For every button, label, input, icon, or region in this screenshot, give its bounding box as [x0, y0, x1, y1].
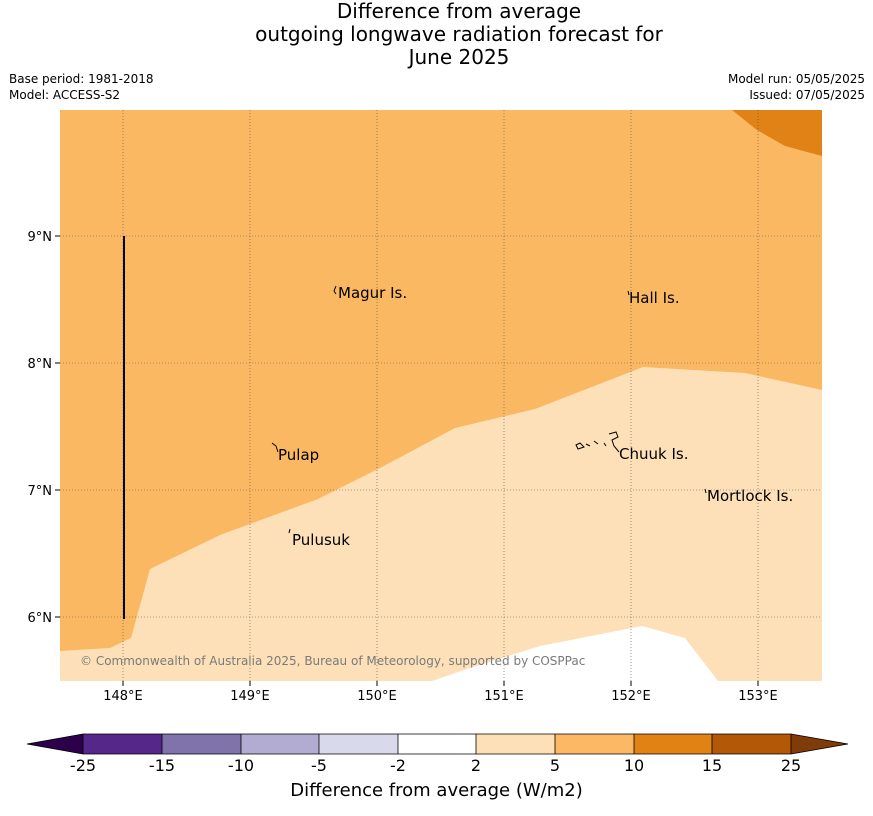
lat-tick-label: 8°N [28, 357, 53, 372]
colorbar-segment [319, 734, 398, 754]
colorbar-segment [398, 734, 476, 754]
colorbar-segment [241, 734, 319, 754]
colorbar-tick: -10 [228, 756, 254, 775]
lat-tick-label: 9°N [28, 230, 53, 245]
island-pulusuk [288, 528, 291, 534]
place-labels: Magur Is. Hall Is. Pulap Chuuk Is. Mortl… [278, 284, 793, 549]
title-line: June 2025 [408, 45, 510, 69]
axis-ticks [55, 235, 759, 686]
colorbar-tick: -2 [390, 756, 406, 775]
colorbar-extend-high [791, 734, 848, 754]
copyright-text: © Commonwealth of Australia 2025, Bureau… [80, 654, 585, 668]
place-label: Chuuk Is. [619, 445, 688, 463]
island-chuuk-c [593, 440, 599, 445]
lon-tick-labels: 148°E 149°E 150°E 151°E 152°E 153°E [103, 689, 778, 704]
colorbar-tick: -15 [149, 756, 175, 775]
place-label: Pulusuk [292, 531, 350, 549]
lon-tick-label: 153°E [738, 689, 778, 704]
colorbar-tick: 5 [550, 756, 560, 775]
island-chuuk-d [603, 442, 607, 447]
island-hall [627, 290, 630, 296]
island-chuuk-e [608, 431, 620, 453]
colorbar-tick: 2 [471, 756, 481, 775]
island-magur [333, 285, 337, 295]
colorbar-extend-low [27, 734, 83, 754]
colorbar-segment [83, 734, 162, 754]
base-period: Base period: 1981-2018 [9, 72, 154, 86]
colorbar-tick: 15 [702, 756, 722, 775]
colorbar-title: Difference from average (W/m2) [290, 780, 583, 801]
lon-tick-label: 152°E [611, 689, 651, 704]
title-line: Difference from average [336, 0, 582, 23]
colorbar-segment [712, 734, 791, 754]
colorbar: -25 -15 -10 -5 -2 2 5 10 15 25 [26, 733, 849, 775]
colorbar-tick: -5 [311, 756, 327, 775]
colorbar-segment [476, 734, 555, 754]
place-label: Hall Is. [629, 289, 680, 307]
anomaly-region-neutral [432, 626, 718, 681]
colorbar-segment [162, 734, 241, 754]
colorbar-tick: -25 [70, 756, 96, 775]
lon-tick-label: 151°E [484, 689, 524, 704]
map-area [60, 110, 822, 681]
model-run: Model run: 05/05/2025 [727, 72, 865, 86]
colorbar-segment [555, 734, 634, 754]
place-label: Mortlock Is. [707, 487, 793, 505]
lon-tick-label: 148°E [103, 689, 143, 704]
lat-tick-label: 7°N [28, 484, 53, 499]
issued-date: Issued: 07/05/2025 [749, 88, 865, 102]
island-chuuk-a [575, 442, 585, 450]
lon-tick-label: 150°E [357, 689, 397, 704]
lon-tick-label: 149°E [230, 689, 270, 704]
graticule [60, 110, 822, 681]
meta-left: Base period: 1981-2018 Model: ACCESS-S2 [9, 71, 154, 103]
colorbar-tick: 25 [781, 756, 801, 775]
lat-tick-label: 6°N [28, 611, 53, 626]
anomaly-region-10-15 [732, 110, 822, 156]
model-name: Model: ACCESS-S2 [9, 88, 121, 102]
place-label: Pulap [278, 446, 319, 464]
colorbar-tick: 10 [624, 756, 644, 775]
map-title: Difference from average outgoing longwav… [0, 0, 873, 69]
island-pulap [271, 442, 279, 453]
island-chuuk-b [585, 443, 591, 447]
meta-right: Model run: 05/05/2025 Issued: 07/05/2025 [728, 71, 865, 103]
island-outlines [271, 285, 707, 534]
title-line: outgoing longwave radiation forecast for [255, 22, 663, 46]
lat-tick-labels: 9°N 8°N 7°N 6°N [28, 230, 53, 626]
place-label: Magur Is. [338, 284, 407, 302]
anomaly-region-2-5 [60, 367, 822, 681]
island-mortlock [704, 488, 707, 494]
colorbar-segment [634, 734, 712, 754]
